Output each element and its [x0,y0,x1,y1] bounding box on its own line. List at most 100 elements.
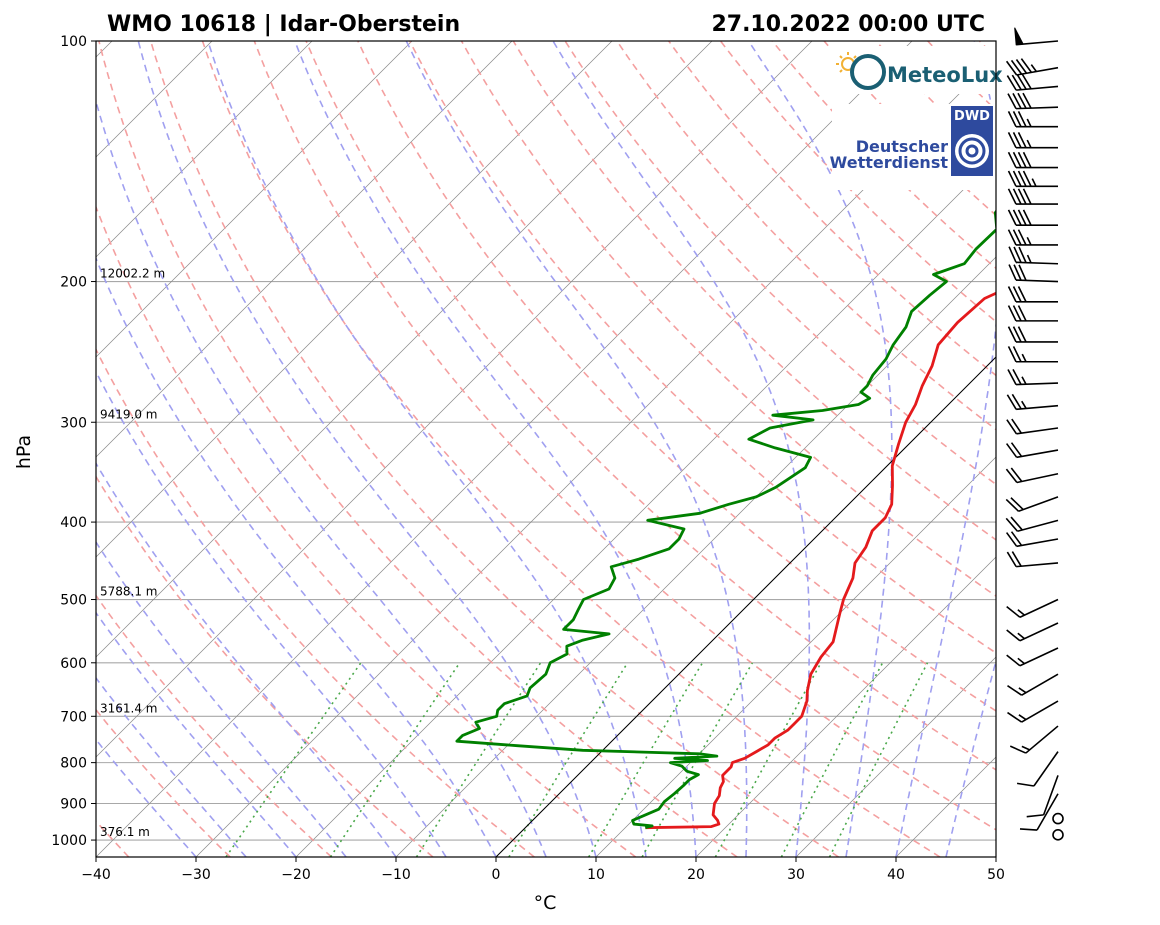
barb-staff [1016,427,1059,435]
x-tick-label: −10 [381,867,411,883]
wind-barb [1006,73,1059,91]
wind-barb [1006,598,1059,618]
barb-full [1006,629,1021,642]
wind-barb [1007,368,1059,386]
moist-adiabat [96,738,197,857]
barb-full [1005,468,1018,483]
barb-full [1017,92,1027,109]
barb-staff [1016,66,1059,76]
barb-full [1017,132,1027,149]
barb-full [1007,685,1023,696]
dry-adiabat [98,41,738,857]
wind-barb [1007,700,1059,723]
x-axis-label: °C [534,892,557,914]
wind-barb [1007,286,1058,303]
barb-staff [1036,793,1059,831]
barb-full [1011,551,1022,567]
dry-adiabat [1083,41,1160,857]
barb-half [1030,64,1037,72]
barb-full [1008,264,1017,281]
mixing-ratio-line [329,662,461,857]
height-label: 376.1 m [100,825,150,839]
barb-full [1010,59,1023,75]
dry-adiabat [96,475,434,857]
moist-adiabat [96,370,447,857]
barb-full [1007,151,1017,168]
barb-full [1006,605,1021,618]
dwd-line2: Wetterdienst [830,153,949,172]
y-tick-label: 600 [60,656,87,672]
dry-adiabat [978,41,996,59]
barb-full [1017,188,1027,205]
barb-full [1018,246,1027,263]
sounding-profiles [455,209,996,830]
barb-full [1026,814,1044,818]
y-axis-ticks: 100 200 300 400 500 600 700 800 900 1000 [51,34,96,849]
wind-barb [1007,673,1059,696]
wind-barb [1014,27,1059,46]
barb-full [1022,170,1032,187]
wind-barb [1006,393,1059,411]
barb-half [1021,400,1027,409]
barb-full [1012,188,1022,205]
wind-barb [1005,467,1059,484]
isotherm-line [96,41,813,758]
barb-half [1018,714,1027,721]
mixing-ratio-lines [225,662,929,857]
height-label: 5788.1 m [100,585,158,599]
barb-full [1016,782,1035,787]
isotherm-line [795,656,996,857]
wind-barb [1006,418,1059,435]
mixing-ratio-line [828,662,929,857]
plot-frame [95,40,997,858]
isotherm-line [695,556,996,857]
barb-staff [1021,700,1059,723]
x-tick-label: 0 [492,867,501,883]
barb-full [1022,188,1032,205]
wind-barb [1007,188,1058,205]
barb-staff [1015,382,1059,386]
moist-adiabat [207,41,647,857]
zero-isotherm [495,356,996,857]
barb-staff [1015,106,1059,110]
barb-full [1012,305,1022,322]
y-tick-label: 300 [60,415,87,431]
barb-full [1007,229,1017,246]
barb-staff [1021,673,1059,696]
barb-half [1021,376,1027,385]
barb-full [1010,497,1024,511]
moist-adiabat [137,41,597,857]
barb-staff [1018,496,1059,513]
moist-adiabat [96,676,247,857]
barb-full [1013,264,1022,281]
barb-full [1017,209,1027,226]
dry-adiabat [149,41,840,857]
dry-adiabat [460,41,996,597]
barb-staff [1016,538,1059,548]
barb-staff [1015,261,1059,265]
height-labels: 12002.2 m 9419.0 m 5788.1 m 3161.4 m 376.1 m [100,267,165,840]
mixing-ratio-line [508,662,629,857]
wind-barb [1007,111,1058,128]
barb-full [1019,828,1038,831]
moist-adiabat [96,461,397,857]
wind-barb [1007,209,1058,226]
dry-adiabat [305,41,996,771]
barb-full [1012,93,1022,109]
barb-full [1017,229,1027,246]
barb-full [1006,75,1017,91]
wind-barb [1007,151,1058,169]
barb-full [1007,93,1017,109]
x-tick-label: 40 [887,867,905,883]
barb-full [1017,151,1027,168]
meteolux-swirl-icon [850,54,886,90]
wind-barb [1005,58,1059,76]
wind-barb [1006,551,1059,568]
barb-staff [1025,725,1059,754]
dry-adiabat [616,41,996,431]
barb-pennant [1014,27,1024,46]
y-tick-label: 1000 [51,833,87,849]
barb-full [1017,111,1027,128]
barb-full [1011,393,1022,410]
wind-barb [1007,132,1058,149]
